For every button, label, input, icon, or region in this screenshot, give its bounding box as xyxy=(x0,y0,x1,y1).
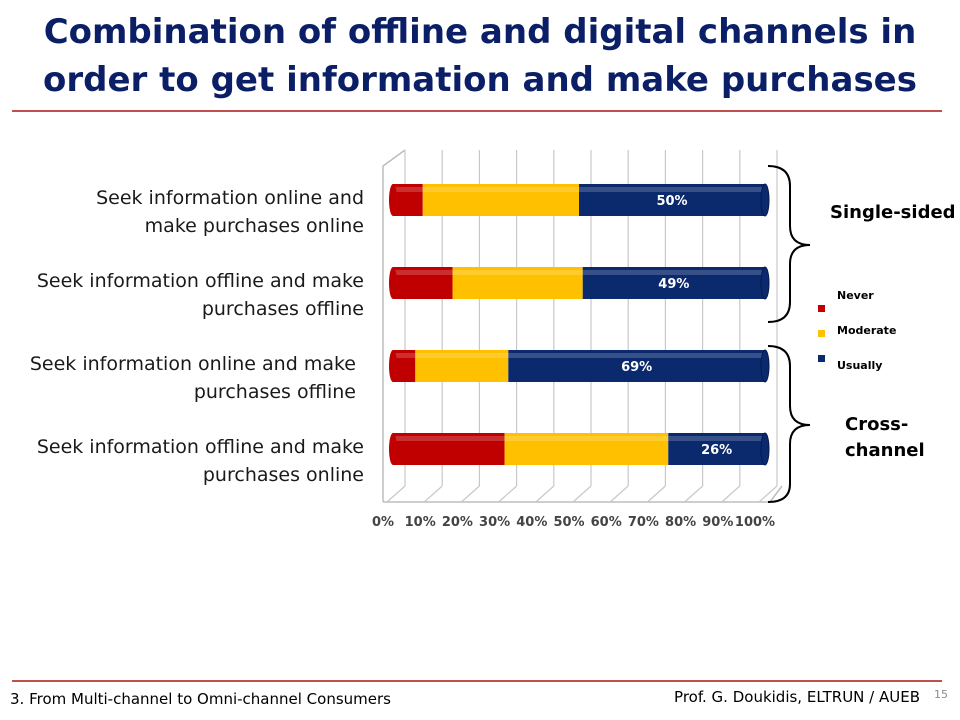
bar-segment-highlight xyxy=(504,436,669,441)
group-label-cross-line-2: channel xyxy=(845,440,925,461)
bar-segment xyxy=(415,350,509,382)
slide-title-line-2: order to get information and make purcha… xyxy=(43,60,917,100)
legend-swatch-never xyxy=(818,305,825,312)
bar-segment-highlight xyxy=(393,270,453,275)
bar-segment xyxy=(579,184,765,216)
x-tick-label: 10% xyxy=(405,515,436,530)
bar-cap-left xyxy=(389,350,397,382)
footer-section-title: 3. From Multi-channel to Omni-channel Co… xyxy=(10,690,391,708)
title-divider xyxy=(12,110,942,112)
gridline-foot xyxy=(423,485,443,503)
row-label-4-line-2: purchases online xyxy=(202,464,364,486)
page-number: 15 xyxy=(934,688,948,701)
x-tick-label: 80% xyxy=(665,515,696,530)
row-label-2-line-2: purchases offline xyxy=(201,298,364,320)
footer-divider xyxy=(12,680,942,682)
row-label-2: Seek information offline and make purcha… xyxy=(37,267,364,323)
bar-segment xyxy=(452,267,583,299)
row-label-1-line-2: make purchases online xyxy=(144,215,364,237)
gridline-foot xyxy=(758,485,778,503)
row-label-1-line-1: Seek information online and xyxy=(96,187,364,209)
x-tick-label: 0% xyxy=(372,515,394,530)
bar-cap-right xyxy=(760,349,770,383)
row-label-3: Seek information online and make purchas… xyxy=(30,350,356,406)
bar-data-label: 49% xyxy=(658,277,689,292)
slide-title: Combination of offline and digital chann… xyxy=(20,8,940,104)
bar-cap-right xyxy=(760,266,770,300)
legend-swatch-moderate xyxy=(818,330,825,337)
gridline-foot xyxy=(684,485,703,503)
bar-segment-highlight xyxy=(422,187,579,192)
x-tick-label: 70% xyxy=(628,515,659,530)
group-label-cross-line-1: Cross- xyxy=(845,414,909,435)
bar-segment-highlight xyxy=(582,270,765,275)
gridline-foot xyxy=(647,485,666,503)
bar-segment xyxy=(393,184,423,216)
bar-segment-highlight xyxy=(393,187,423,192)
footer-author: Prof. G. Doukidis, ELTRUN / AUEB xyxy=(674,688,920,706)
row-label-4: Seek information offline and make purcha… xyxy=(37,433,364,489)
gridline-foot xyxy=(609,485,629,503)
chart-bars: 50% 49% 69% 26% xyxy=(389,183,770,466)
row-label-4-line-1: Seek information offline and make xyxy=(36,436,364,458)
row-label-3-line-1: Seek information online and make xyxy=(29,353,356,375)
gridline-foot xyxy=(721,485,741,503)
gridline-foot xyxy=(572,485,592,503)
axis-wall xyxy=(382,149,406,502)
bar-segment-highlight xyxy=(393,353,416,358)
bar-segment xyxy=(393,267,453,299)
legend-label-never: Never xyxy=(837,289,874,302)
x-tick-label: 30% xyxy=(479,515,510,530)
gridline-foot xyxy=(461,485,480,503)
legend-label-usually: Usually xyxy=(837,359,883,372)
bar-segment xyxy=(508,350,765,382)
brace-single-sided xyxy=(767,165,811,323)
bar-segment-highlight xyxy=(415,353,509,358)
chart-x-ticks: 0% 10% 20% 30% 40% 50% 60% 70% 80% 90% 100% xyxy=(372,515,775,530)
bar-cap-left xyxy=(389,184,397,216)
bar-segment xyxy=(393,350,416,382)
bar-segment xyxy=(393,433,505,465)
bar-cap-right xyxy=(760,183,770,217)
bar-data-label: 26% xyxy=(701,443,732,458)
bar-segment xyxy=(422,184,579,216)
bar-cap-right xyxy=(760,432,770,466)
gridline-foot xyxy=(386,485,406,503)
bar-segment xyxy=(582,267,765,299)
x-tick-label: 40% xyxy=(516,515,547,530)
brace-cross-channel xyxy=(767,345,811,503)
slide-title-line-1: Combination of offline and digital chann… xyxy=(43,12,917,52)
bar-segment-highlight xyxy=(508,353,765,358)
x-tick-label: 60% xyxy=(591,515,622,530)
bar-segment xyxy=(668,433,765,465)
x-tick-label: 20% xyxy=(442,515,473,530)
bar-data-label: 50% xyxy=(656,194,687,209)
x-tick-label: 50% xyxy=(553,515,584,530)
group-label-cross-channel: Cross- channel xyxy=(845,412,925,464)
bar-segment-highlight xyxy=(393,436,505,441)
bar-data-label: 69% xyxy=(621,360,652,375)
bar-cap-left xyxy=(389,267,397,299)
x-tick-label: 100% xyxy=(735,515,775,530)
bar-cap-left xyxy=(389,433,397,465)
row-label-2-line-1: Seek information offline and make xyxy=(36,270,364,292)
legend-swatch-usually xyxy=(818,355,825,362)
bar-segment-highlight xyxy=(579,187,765,192)
group-label-single-sided: Single-sided xyxy=(830,202,956,223)
group-braces xyxy=(767,165,811,503)
legend-label-moderate: Moderate xyxy=(837,324,897,337)
gridline-foot xyxy=(535,485,555,503)
gridline-foot xyxy=(498,485,517,503)
bar-segment-highlight xyxy=(452,270,583,275)
row-label-1: Seek information online and make purchas… xyxy=(96,184,364,240)
row-label-3-line-2: purchases offline xyxy=(193,381,356,403)
bar-segment xyxy=(504,433,669,465)
bar-segment-highlight xyxy=(668,436,765,441)
x-tick-label: 90% xyxy=(702,515,733,530)
